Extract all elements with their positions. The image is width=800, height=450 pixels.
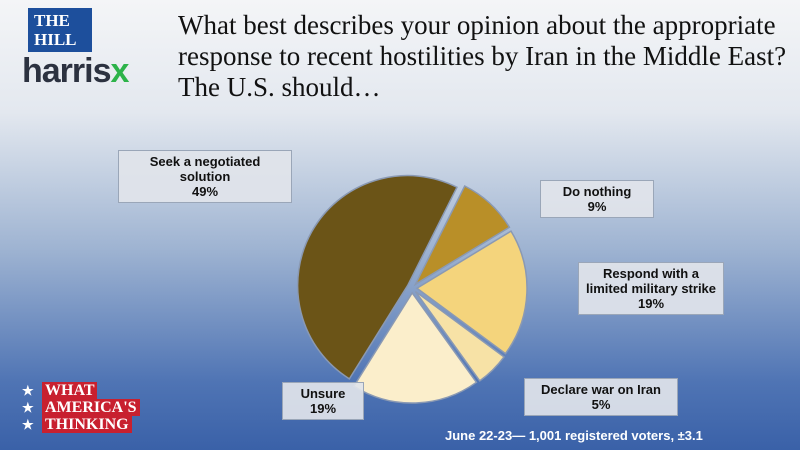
slice-label: Do nothing 9% xyxy=(540,180,654,218)
pie-slice xyxy=(296,174,458,380)
value-label: 19% xyxy=(637,296,665,311)
logo-text: x xyxy=(110,52,130,90)
category-label: Seek a negotiated solution xyxy=(149,154,261,184)
pie-slice xyxy=(414,290,506,382)
value-label: 19% xyxy=(309,401,337,416)
category-label: Declare war on Iran xyxy=(541,382,661,397)
value-label: 9% xyxy=(587,199,607,214)
slice-label: Unsure 19% xyxy=(282,382,364,420)
logo-text: HILL xyxy=(34,30,77,49)
value-label: 49% xyxy=(191,184,219,199)
slice-label: Declare war on Iran 5% xyxy=(524,378,678,416)
category-label: Unsure xyxy=(300,386,346,401)
pie-slice xyxy=(413,185,511,287)
footnote: June 22-23— 1,001 registered voters, ±3.… xyxy=(445,428,703,443)
chart-title: What best describes your opinion about t… xyxy=(178,10,787,102)
logo-row: ★ AMERICA'S xyxy=(22,399,140,416)
logo-row: ★ WHAT xyxy=(22,382,140,399)
logo-text: harris xyxy=(22,52,111,90)
logo-text: THE xyxy=(34,11,70,30)
slice-label: Seek a negotiated solution 49% xyxy=(118,150,292,203)
logo-text: AMERICA'S xyxy=(42,399,140,416)
pie-slice xyxy=(415,230,528,355)
logo-text: THINKING xyxy=(42,416,132,433)
harrisx-logo: harrisx xyxy=(22,52,130,91)
category-label: Do nothing xyxy=(562,184,632,199)
value-label: 5% xyxy=(591,397,611,412)
logo-row: ★ THINKING xyxy=(22,416,140,433)
logo-text: WHAT xyxy=(42,382,98,399)
what-americas-thinking-logo: ★ WHAT ★ AMERICA'S ★ THINKING xyxy=(22,382,140,433)
slice-label: Respond with a limited military strike 19… xyxy=(578,262,724,315)
category-label: Respond with a limited military strike xyxy=(585,266,717,296)
the-hill-logo: THE HILL xyxy=(28,8,92,52)
